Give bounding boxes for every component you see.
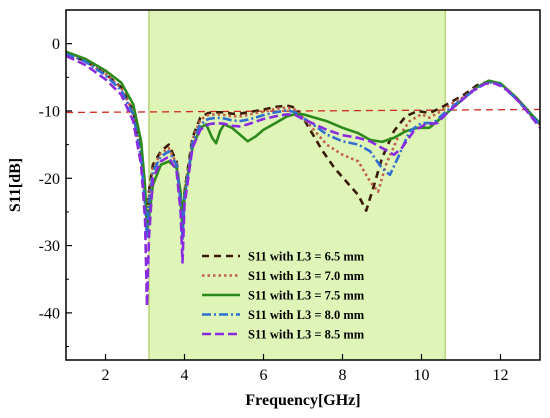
x-tick-label: 10 (414, 367, 430, 384)
legend-label-1: S11 with L3 = 6.5 mm (248, 250, 365, 264)
legend: S11 with L3 = 6.5 mm S11 with L3 = 7.0 mm… (202, 250, 365, 342)
series-line-5 (66, 54, 540, 308)
y-tick-label: -10 (39, 103, 60, 120)
legend-label-2: S11 with L3 = 7.0 mm (248, 269, 365, 283)
x-tick-label: 6 (260, 367, 268, 384)
y-tick-label: -20 (39, 171, 60, 188)
x-tick-label: 8 (339, 367, 347, 384)
y-tick-label: -40 (39, 305, 60, 322)
series-line-4 (66, 52, 540, 241)
x-tick-label: 4 (181, 367, 189, 384)
y-tick-label: -30 (39, 238, 60, 255)
y-axis-title: S11[dB] (7, 158, 24, 212)
x-tick-label: 2 (102, 367, 110, 384)
legend-label-4: S11 with L3 = 8.0 mm (248, 308, 365, 322)
x-tick-label: 12 (493, 367, 509, 384)
legend-label-5: S11 with L3 = 8.5 mm (248, 328, 365, 342)
tick-layer: 2 4 6 8 10 12 0 -10 -20 -30 -40 (39, 9, 509, 384)
legend-label-3: S11 with L3 = 7.5 mm (248, 289, 365, 303)
series-line-1 (66, 52, 540, 227)
y-tick-label: 0 (52, 36, 60, 53)
uwb-band-layer (148, 10, 446, 360)
plot-frame (65, 9, 541, 361)
series-layer (66, 50, 540, 308)
uwb-band (148, 10, 446, 360)
x-axis-title: Frequency[GHz] (245, 392, 360, 409)
